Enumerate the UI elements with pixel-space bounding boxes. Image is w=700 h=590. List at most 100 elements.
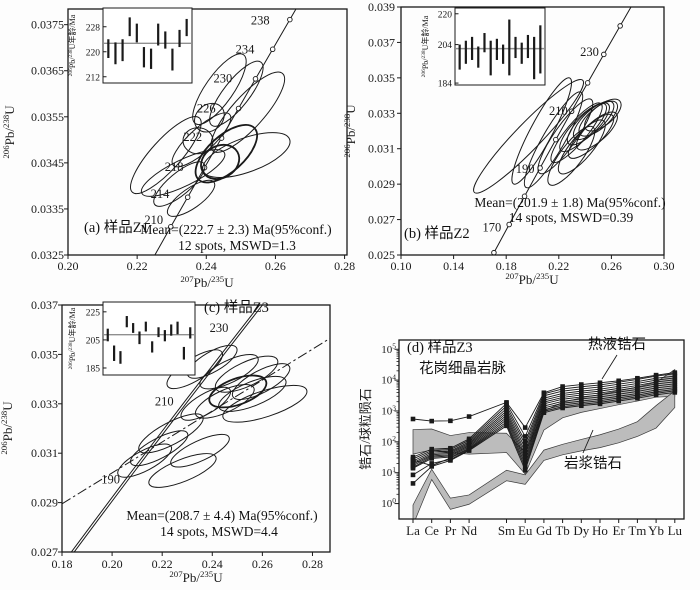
concordia-age-marker	[584, 80, 591, 86]
x-category-label: Ho	[592, 523, 608, 538]
age-label: 218	[165, 160, 184, 174]
weighted-mean-inset	[454, 7, 546, 86]
data-point-marker	[560, 384, 565, 389]
x-category-label: Nd	[461, 523, 477, 538]
x-category-label: Eu	[518, 523, 533, 538]
x-tick-label: 0.14	[443, 259, 464, 273]
y-tick-label: 0.039	[368, 0, 395, 14]
x-tick-label: 0.24	[202, 557, 223, 571]
ree-pattern-line	[412, 379, 675, 464]
data-point-marker	[522, 455, 528, 461]
annotation-leader-line	[601, 354, 618, 380]
ree-pattern-line	[412, 391, 675, 484]
inset-y-axis-label: 206Pb/238U年龄/Ma	[420, 15, 430, 77]
plot-frame	[398, 339, 685, 520]
x-tick-label: 0.22	[152, 557, 173, 571]
data-point-marker	[522, 449, 528, 454]
y-tick-label: 0.033	[368, 106, 395, 120]
error-ellipse	[170, 433, 230, 468]
concordia-age-marker	[168, 224, 174, 230]
mean-text-c-line1: Mean=(208.7 ± 4.4) Ma(95%conf.)	[126, 508, 318, 523]
data-point-marker	[579, 403, 584, 409]
data-point-marker	[522, 464, 528, 470]
caption-panel-c: (c) 样品Z3	[204, 300, 269, 316]
error-ellipse	[231, 363, 291, 400]
concordia-line	[73, 305, 264, 552]
x-tick-label: 0.18	[496, 259, 517, 273]
data-point-marker	[410, 481, 416, 486]
x-category-label: Dy	[573, 523, 589, 538]
annotation-magmatic-zircon: 岩浆锆石	[564, 456, 622, 472]
age-label: 190	[101, 473, 120, 487]
inset-tick-label: 225	[86, 308, 101, 318]
age-label: 210	[549, 104, 568, 118]
x-tick-label: 0.20	[58, 259, 79, 273]
x-tick-label: 0.26	[252, 557, 273, 571]
x-tick-label: 0.22	[548, 259, 569, 273]
error-ellipse	[209, 60, 264, 127]
mean-text-a-line2: 12 spots, MSWD=1.3	[178, 238, 296, 253]
error-ellipse	[557, 119, 606, 175]
x-category-label: Ce	[424, 523, 439, 538]
concordia-age-marker	[252, 76, 259, 82]
data-point-marker	[522, 445, 528, 451]
inset-tick-label: 220	[438, 10, 453, 20]
age-label: 234	[236, 43, 256, 57]
ree-pattern-line	[412, 381, 675, 465]
inset-tick-label: 228	[86, 23, 101, 33]
concordia-age-marker	[269, 46, 276, 53]
data-point-marker	[410, 416, 416, 422]
x-tick-label: 0.22	[127, 259, 148, 273]
age-label: 230	[214, 72, 233, 86]
concordia-age-marker	[506, 221, 512, 228]
x-tick-label: 0.30	[654, 259, 675, 273]
inset-tick-label: 184	[438, 80, 453, 90]
error-ellipse	[473, 78, 585, 194]
x-category-label: Tb	[555, 523, 569, 538]
age-label: 190	[516, 162, 535, 176]
error-ellipse	[140, 149, 226, 197]
y-tick-label: 102	[381, 434, 396, 448]
panel-d-spider-z3: La Ce Pr Nd Sm Eu Gd Tb Dy Ho Er Tm Yb Lu 100 101 102 103…	[350, 295, 700, 590]
y-tick-label: 0.029	[31, 496, 58, 510]
data-point-marker	[448, 458, 453, 463]
x-tick-label: 0.20	[102, 557, 123, 571]
plot-content	[62, 305, 330, 552]
data-point-marker	[672, 390, 678, 395]
x-tick-label: 0.18	[52, 557, 73, 571]
x-category-label: Er	[613, 523, 626, 538]
concordia-age-marker	[553, 136, 559, 143]
data-point-marker	[541, 393, 547, 399]
x-tick-label: 0.26	[265, 259, 286, 273]
data-point-marker	[410, 472, 416, 478]
y-tick-label: 105	[381, 342, 396, 356]
error-ellipse	[523, 91, 584, 189]
y-tick-label: 0.0375	[31, 18, 64, 32]
panel-c-concordia-z3: 0.18 0.20 0.22 0.24 0.26 0.28 0.027 0.029 0.031 0…	[0, 295, 350, 590]
y-tick-label: 0.033	[31, 397, 58, 411]
age-label: 214	[151, 187, 171, 201]
error-ellipse	[200, 143, 241, 180]
error-ellipse	[194, 124, 258, 184]
y-tick-label: 0.027	[31, 545, 58, 559]
concordia-chart-z3: 0.18 0.20 0.22 0.24 0.26 0.28 0.027 0.029 0.031 0…	[0, 298, 331, 585]
y-tick-label: 0.031	[368, 142, 395, 156]
ree-pattern-line	[412, 372, 675, 429]
concordia-age-marker	[184, 194, 191, 200]
data-point-marker	[653, 392, 659, 398]
caption-panel-a: (a) 样品Z1	[84, 220, 149, 236]
weighted-mean-inset	[102, 301, 196, 376]
panel-b-concordia-z2: 0.10 0.14 0.18 0.22 0.26 0.30 0.025 0.027 0.029 0…	[342, 0, 700, 295]
y-tick-label: 100	[381, 496, 396, 510]
plot-frame	[61, 304, 331, 553]
error-ellipse	[194, 384, 255, 419]
plot-frame	[67, 8, 348, 256]
mean-text-b-line2: 14 spots, MSWD=0.39	[508, 210, 634, 225]
error-ellipse	[559, 102, 607, 153]
data-point-marker	[466, 414, 472, 419]
concordia-age-marker	[287, 16, 293, 23]
age-label: 222	[183, 130, 202, 144]
data-point-marker	[429, 418, 434, 424]
y-tick-label: 101	[381, 465, 396, 479]
data-point-marker	[522, 425, 528, 430]
